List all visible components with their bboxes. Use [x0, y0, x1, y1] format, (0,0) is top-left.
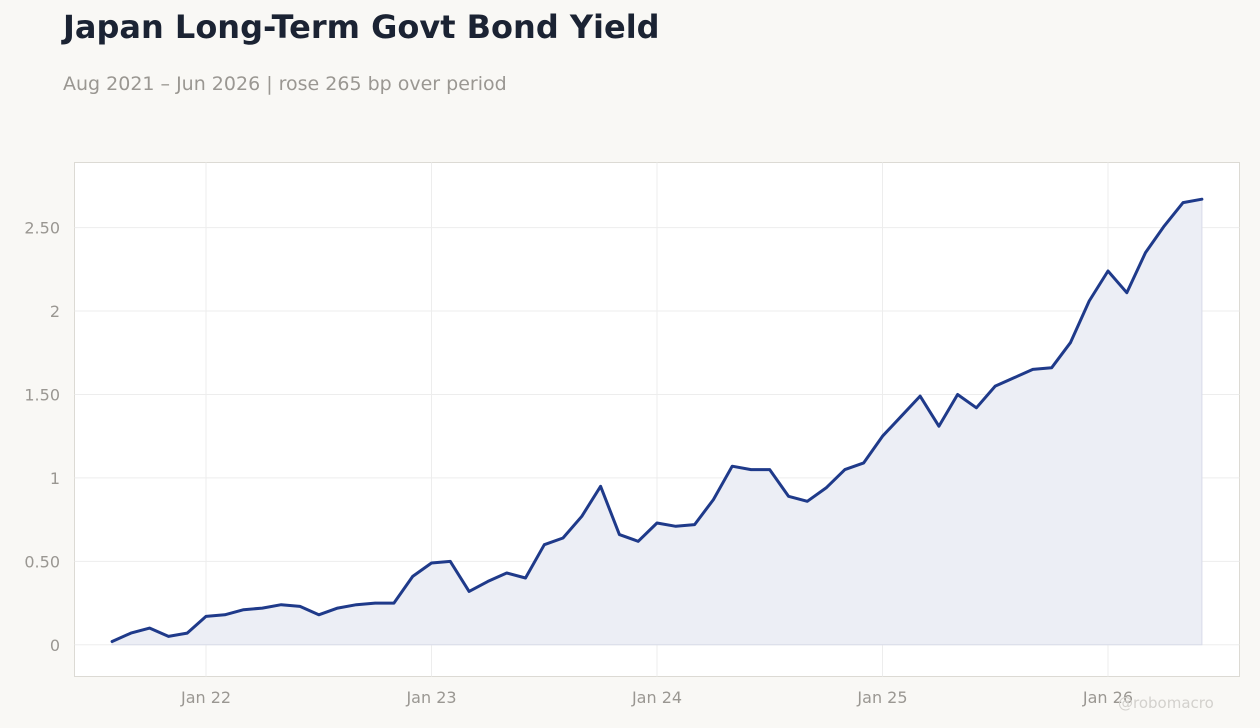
data-point: [768, 468, 771, 471]
watermark: @robomacro: [1118, 694, 1214, 712]
data-point: [881, 434, 884, 438]
data-point: [449, 560, 452, 563]
data-point: [524, 576, 527, 580]
data-point: [279, 603, 283, 606]
y-tick-label: 1.50: [24, 385, 60, 404]
data-point: [204, 615, 208, 618]
data-point: [1012, 376, 1016, 379]
data-point: [1163, 224, 1166, 228]
data-point: [749, 468, 753, 471]
data-point: [824, 486, 828, 490]
data-point: [787, 495, 790, 498]
data-point: [1200, 198, 1204, 201]
data-point: [1125, 291, 1128, 294]
data-point: [467, 590, 471, 593]
data-point: [1050, 366, 1053, 369]
y-tick-label: 2: [50, 302, 60, 321]
data-point: [430, 561, 433, 565]
data-point: [956, 393, 959, 396]
data-point: [411, 575, 414, 578]
data-point: [110, 640, 114, 643]
data-point: [900, 414, 903, 418]
data-point: [580, 515, 584, 518]
data-point: [994, 384, 997, 388]
data-point: [1069, 341, 1072, 344]
data-point: [261, 606, 264, 610]
data-point: [1106, 269, 1110, 273]
x-tick-label: Jan 23: [405, 688, 456, 707]
data-point: [129, 631, 133, 635]
data-point: [148, 626, 151, 630]
data-point: [392, 601, 396, 605]
y-tick-label: 1: [50, 469, 60, 488]
x-tick-label: Jan 24: [631, 688, 682, 707]
data-point: [355, 603, 358, 606]
data-point: [543, 543, 546, 546]
data-point: [505, 571, 508, 575]
data-point: [693, 523, 696, 526]
data-point: [1181, 201, 1185, 204]
data-point: [298, 605, 302, 608]
data-point: [712, 498, 715, 501]
data-point: [561, 536, 565, 540]
data-point: [975, 406, 978, 410]
data-point: [1031, 368, 1035, 371]
data-point: [186, 631, 189, 635]
data-point: [918, 394, 922, 398]
data-point: [1144, 251, 1147, 254]
y-tick-label: 2.50: [24, 219, 60, 238]
data-point: [599, 485, 602, 488]
chart-subtitle: Aug 2021 – Jun 2026 | rose 265 bp over p…: [63, 73, 507, 95]
data-point: [862, 461, 865, 465]
data-point: [618, 533, 621, 536]
y-tick-label: 0: [50, 636, 60, 655]
x-tick-label: Jan 26: [1082, 688, 1133, 707]
data-point: [674, 525, 677, 528]
chart-title: Japan Long-Term Govt Bond Yield: [63, 8, 660, 46]
data-point: [167, 635, 170, 638]
data-point: [937, 424, 941, 428]
data-point: [486, 580, 490, 583]
data-point: [843, 468, 847, 471]
data-point: [1087, 299, 1091, 303]
y-tick-label: 0.50: [24, 552, 60, 571]
data-point: [242, 608, 245, 611]
data-point: [336, 606, 339, 610]
x-tick-label: Jan 22: [180, 688, 231, 707]
data-point: [373, 601, 377, 605]
data-point: [317, 613, 320, 616]
x-tick-label: Jan 25: [856, 688, 907, 707]
data-point: [806, 500, 809, 503]
data-point: [655, 521, 659, 525]
data-point: [637, 540, 640, 543]
data-point: [730, 465, 734, 468]
data-point: [223, 613, 227, 616]
